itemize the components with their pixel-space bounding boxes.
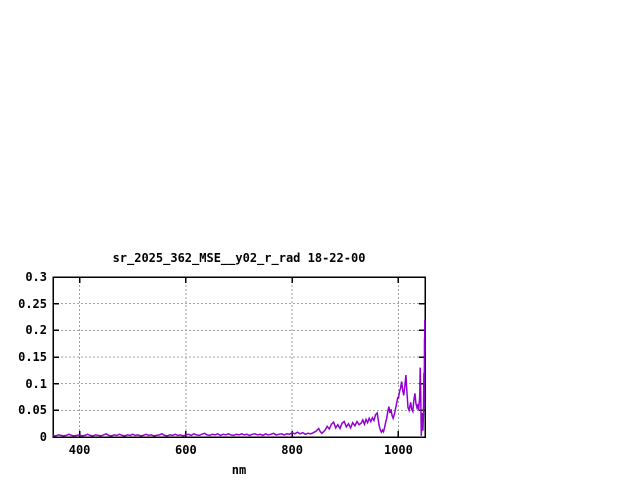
x-tick-label: 800	[281, 443, 303, 457]
x-tick-label: 1000	[383, 443, 413, 457]
spectrum-line	[52, 319, 426, 437]
y-tick-label: 0.25	[18, 296, 47, 311]
x-axis-label: nm	[231, 463, 247, 477]
y-tick-label: 0.2	[25, 323, 47, 338]
x-tick-label: 400	[68, 443, 91, 457]
y-tick-label: 0.15	[18, 350, 47, 364]
y-tick-label: 0	[39, 430, 47, 444]
chart-title: sr_2025_362_MSE__y02_r_rad 18-22-00	[112, 251, 366, 265]
y-tick-label: 0.1	[25, 376, 47, 391]
y-tick-label: 0.3	[25, 270, 47, 284]
x-tick-label: 600	[175, 443, 197, 457]
y-tick-label: 0.05	[18, 403, 47, 418]
